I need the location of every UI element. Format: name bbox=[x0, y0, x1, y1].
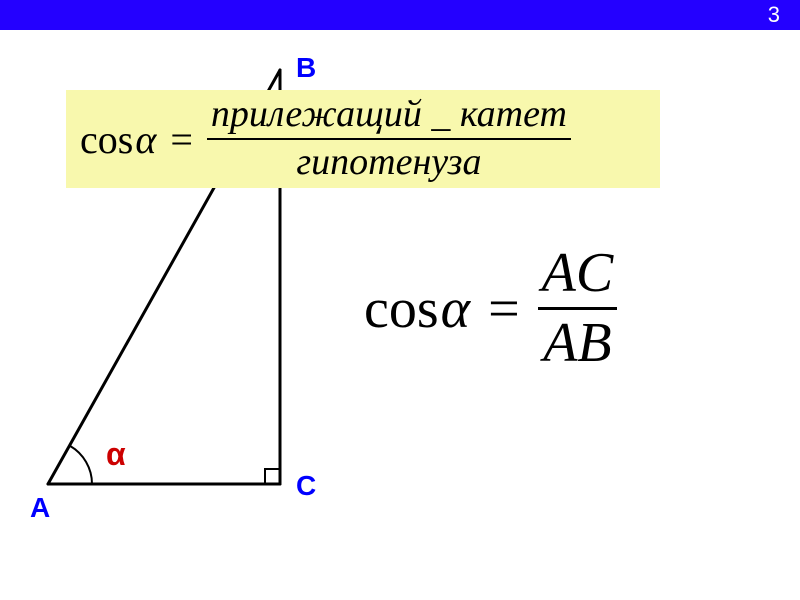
fraction-definition: прилежащий _ катет гипотенуза bbox=[207, 92, 571, 185]
equals-sign: = bbox=[170, 116, 193, 163]
alpha-symbol: α bbox=[441, 277, 470, 341]
denominator-ab: AB bbox=[539, 310, 615, 377]
vertex-label-b: B bbox=[296, 52, 316, 84]
numerator-ac: AC bbox=[538, 240, 618, 307]
vertex-label-c: C bbox=[296, 470, 316, 502]
formula-ratio: cos α = AC AB bbox=[364, 240, 617, 377]
alpha-symbol: α bbox=[135, 116, 156, 163]
cos-function-text: cos bbox=[80, 116, 133, 163]
formula-definition-box: cos α = прилежащий _ катет гипотенуза bbox=[66, 90, 660, 188]
equals-sign: = bbox=[488, 277, 520, 341]
numerator-text: прилежащий _ катет bbox=[207, 92, 571, 138]
right-angle-marker bbox=[264, 468, 280, 484]
vertex-label-a: A bbox=[30, 492, 50, 524]
denominator-text: гипотенуза bbox=[292, 140, 485, 186]
fraction-ratio: AC AB bbox=[538, 240, 618, 377]
angle-label-alpha: α bbox=[106, 436, 126, 473]
cos-function-text: cos bbox=[364, 277, 439, 341]
